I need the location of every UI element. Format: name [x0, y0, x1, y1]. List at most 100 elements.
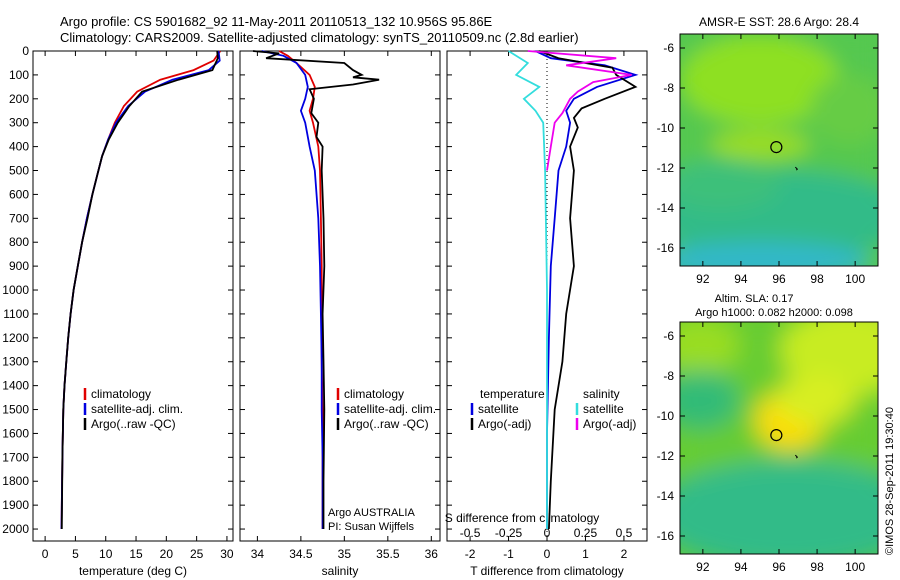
- x-tick-label: 35: [338, 547, 352, 561]
- y-tick-label: -10: [657, 409, 675, 423]
- y-tick-label: -16: [657, 529, 675, 543]
- y-tick-label: -6: [663, 329, 674, 343]
- argo-location-marker: [770, 141, 783, 154]
- y-tick-label: 1200: [2, 331, 29, 345]
- series-line: [535, 50, 639, 529]
- footer-timestamp: ©IMOS 28-Sep-2011 19:30:40: [884, 407, 896, 555]
- x-tick-label: 98: [810, 560, 824, 574]
- x-tick-label: 34: [251, 547, 265, 561]
- x-tick-label: 96: [772, 272, 786, 286]
- x-tick-label: 98: [810, 272, 824, 286]
- legend-label: Argo(..raw -QC): [91, 417, 176, 431]
- y-tick-label: 1100: [3, 307, 29, 321]
- x-tick-label: 94: [734, 560, 748, 574]
- y-tick-label: 1600: [2, 426, 29, 440]
- series-line: [538, 50, 638, 530]
- temperature-profile-panel: 0100200300400500600700800900100011001200…: [2, 44, 234, 578]
- title-line-2: Climatology: CARS2009. Satellite-adjuste…: [60, 30, 579, 45]
- x-axis-label: temperature (deg C): [79, 564, 187, 578]
- y-tick-label: -14: [657, 489, 675, 503]
- legend-label: satellite: [478, 402, 519, 416]
- legend-label: satellite-adj. clim.: [344, 402, 436, 416]
- y-tick-label: -14: [657, 201, 675, 215]
- annotation-text: Argo AUSTRALIA: [328, 507, 415, 519]
- plot-frame: [239, 50, 441, 542]
- y-tick-label: 1300: [2, 355, 29, 369]
- s-tick-label: 0.5: [616, 526, 633, 540]
- y-tick-label: -8: [663, 81, 674, 95]
- y-tick-label: 2000: [2, 522, 29, 536]
- x-tick-label: -1: [503, 547, 514, 561]
- y-tick-label: 1800: [2, 474, 29, 488]
- y-tick-label: -12: [657, 449, 675, 463]
- series-line: [278, 50, 324, 529]
- legend-label: Argo(-adj): [583, 417, 636, 431]
- y-tick-label: -12: [657, 161, 675, 175]
- legend-label: climatology: [344, 387, 404, 401]
- sst-map-title: AMSR-E SST: 28.6 Argo: 28.4: [699, 15, 859, 29]
- sla-map-axes: 92 94 96 98 100 -6 -8 -10 -12 -14 -16: [657, 322, 878, 574]
- x-tick-label: 20: [160, 547, 174, 561]
- float-track: [794, 166, 799, 171]
- s-tick-label: 0.25: [574, 526, 598, 540]
- difference-profile-panel: -2 -1 0 1 2 T difference from climatology -0.5…: [445, 50, 648, 578]
- legend-label: climatology: [91, 387, 151, 401]
- y-tick-label: -10: [657, 121, 675, 135]
- x-tick-label: 30: [220, 547, 234, 561]
- sst-map: [680, 34, 878, 266]
- series-line: [527, 50, 632, 171]
- legend-label: salinity: [583, 387, 620, 401]
- argo-location-marker: [770, 429, 783, 442]
- y-tick-label: 900: [9, 259, 29, 273]
- x-axis-label: salinity: [322, 564, 359, 578]
- x-tick-label: 25: [190, 547, 204, 561]
- legend-label: satellite-adj. clim.: [91, 402, 183, 416]
- x-tick-label: 92: [696, 272, 710, 286]
- y-tick-label: 1700: [2, 450, 29, 464]
- s-tick-label: 0: [544, 526, 551, 540]
- sla-map-title: Altim. SLA: 0.17: [715, 293, 794, 305]
- s-tick-label: -0.25: [495, 526, 523, 540]
- legend-label: satellite: [583, 402, 624, 416]
- y-tick-label: 100: [9, 68, 29, 82]
- series-line: [60, 50, 221, 530]
- x-tick-label: 36: [425, 547, 439, 561]
- x-tick-label: 100: [845, 560, 865, 574]
- y-tick-label: 300: [9, 116, 29, 130]
- sla-map-subtitle: Argo h1000: 0.082 h2000: 0.098: [695, 307, 853, 319]
- s-tick-label: -0.5: [460, 526, 481, 540]
- x-tick-label: 10: [99, 547, 113, 561]
- x-tick-label: 96: [772, 560, 786, 574]
- y-tick-label: 600: [9, 187, 29, 201]
- annotation-text: PI: Susan Wijffels: [328, 521, 414, 533]
- legend-label: Argo(..raw -QC): [344, 417, 429, 431]
- y-tick-label: 400: [9, 140, 29, 154]
- series-line: [60, 50, 222, 530]
- x-tick-label: 15: [129, 547, 143, 561]
- series-line: [60, 50, 219, 530]
- series-line: [261, 50, 324, 529]
- y-tick-label: 1000: [2, 283, 29, 297]
- legend-label: Argo(-adj): [478, 417, 531, 431]
- series-line: [252, 50, 380, 529]
- legend-label: temperature: [480, 387, 545, 401]
- x-tick-label: 2: [621, 547, 628, 561]
- salinity-profile-panel: 34 34.5 35 35.5 36 salinity climatologysatelli…: [239, 50, 441, 578]
- x-tick-label: 100: [845, 272, 865, 286]
- float-track: [794, 454, 799, 459]
- x-tick-label: 1: [582, 547, 589, 561]
- x-tick-label: 92: [696, 560, 710, 574]
- s-axis-label: S difference from climatology: [445, 511, 600, 525]
- series-line: [508, 50, 548, 529]
- y-tick-label: 500: [9, 164, 29, 178]
- x-tick-label: -2: [465, 547, 476, 561]
- x-tick-label: 0: [42, 547, 49, 561]
- x-tick-label: 0: [544, 547, 551, 561]
- y-tick-label: 0: [22, 44, 29, 58]
- x-tick-label: 35.5: [376, 547, 400, 561]
- y-tick-label: -16: [657, 241, 675, 255]
- sla-map: [680, 322, 878, 554]
- y-tick-label: -8: [663, 369, 674, 383]
- sst-map-axes: 92 94 96 98 100 -6 -8 -10 -12 -14 -16: [657, 34, 878, 286]
